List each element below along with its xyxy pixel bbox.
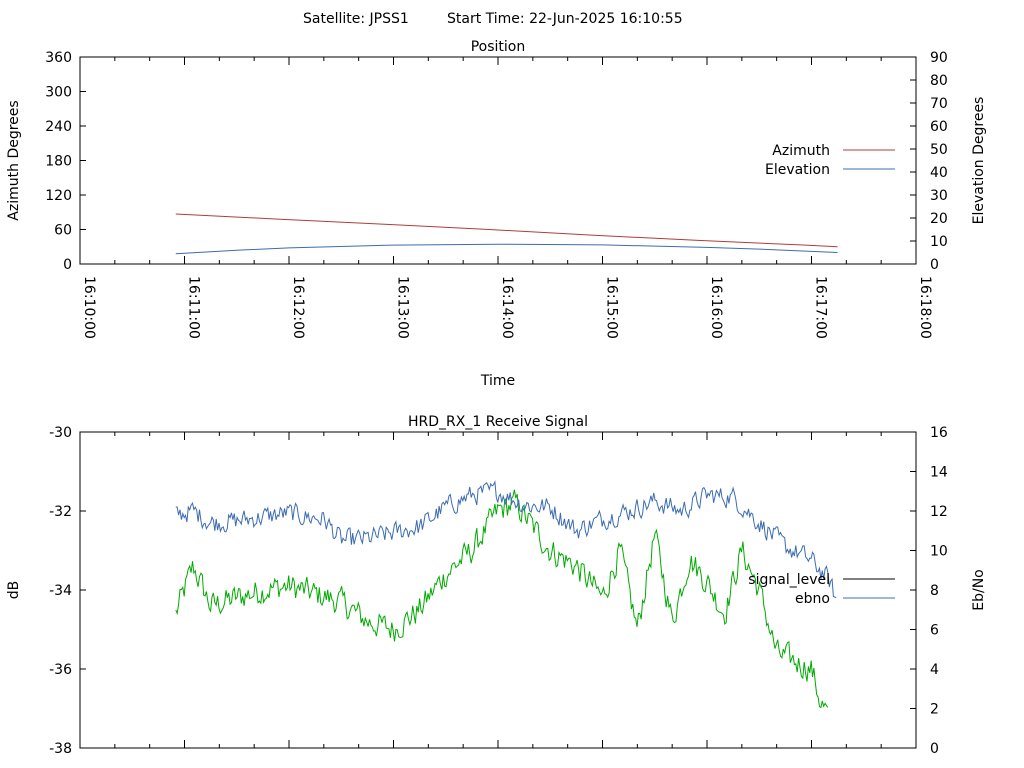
y2-tick-label: 80 bbox=[930, 73, 948, 89]
y-tick-label: 120 bbox=[45, 188, 72, 204]
x-axis-label: Time bbox=[480, 373, 515, 389]
y2-tick-label: 40 bbox=[930, 165, 948, 181]
series-line-signal-level bbox=[175, 489, 829, 709]
chart-title: HRD_RX_1 Receive Signal bbox=[408, 414, 588, 430]
y2-tick-label: 16 bbox=[930, 425, 948, 441]
y2-tick-label: 4 bbox=[930, 662, 939, 678]
legend-label-elevation: Elevation bbox=[765, 162, 830, 178]
series-line-ebno bbox=[175, 480, 837, 599]
receive-signal-chart: HRD_RX_1 Receive Signal -38 -36 -34 -32 -30 0 2… bbox=[6, 414, 987, 757]
y-tick-label: 360 bbox=[45, 50, 72, 66]
y-axis-label: dB bbox=[6, 581, 22, 600]
y2-tick-label: 12 bbox=[930, 504, 948, 520]
y-tick-label: 60 bbox=[54, 223, 72, 239]
plot-frame bbox=[79, 431, 917, 749]
x-tick-label: 16:11:00 bbox=[186, 276, 202, 339]
y2-tick-label: 50 bbox=[930, 142, 948, 158]
x-tick-label: 16:17:00 bbox=[813, 276, 829, 339]
x-tick-label: 16:10:00 bbox=[81, 276, 97, 339]
y-tick-label: 0 bbox=[63, 257, 72, 273]
x-tick-label: 16:14:00 bbox=[499, 276, 515, 339]
y2-tick-label: 10 bbox=[930, 234, 948, 250]
y2-tick-label: 30 bbox=[930, 188, 948, 204]
legend-label-azimuth: Azimuth bbox=[772, 143, 830, 159]
x-tick-label: 16:15:00 bbox=[604, 276, 620, 339]
y2-tick-label: 60 bbox=[930, 119, 948, 135]
x-tick-label: 16:18:00 bbox=[917, 276, 933, 339]
page-header: Satellite: JPSS1 Start Time: 22-Jun-2025… bbox=[303, 11, 683, 27]
y2-tick-label: 90 bbox=[930, 50, 948, 66]
y-tick-label: 300 bbox=[45, 85, 72, 101]
y2-tick-label: 14 bbox=[930, 465, 948, 481]
series-line-elevation bbox=[175, 243, 838, 255]
y2-tick-label: 0 bbox=[930, 257, 939, 273]
x-tick-label: 16:16:00 bbox=[708, 276, 724, 339]
y2-tick-label: 20 bbox=[930, 211, 948, 227]
y2-axis-label: Elevation Degrees bbox=[971, 97, 987, 225]
y-tick-label: -32 bbox=[49, 504, 72, 520]
legend-label-signal-level: signal_level bbox=[748, 572, 830, 588]
y2-tick-label: 0 bbox=[930, 741, 939, 757]
legend-label-ebno: ebno bbox=[795, 591, 830, 607]
y2-tick-label: 70 bbox=[930, 96, 948, 112]
y-axis-label: Azimuth Degrees bbox=[6, 100, 22, 220]
start-time-label: Start Time: 22-Jun-2025 16:10:55 bbox=[447, 11, 683, 27]
y-tick-label: -36 bbox=[49, 662, 72, 678]
y-tick-label: -34 bbox=[49, 583, 72, 599]
y2-tick-label: 2 bbox=[930, 702, 939, 718]
y-tick-label: -30 bbox=[49, 425, 72, 441]
x-tick-label: 16:12:00 bbox=[290, 276, 306, 339]
y2-axis-label: Eb/No bbox=[971, 569, 987, 611]
series-line-azimuth bbox=[175, 213, 838, 248]
y-tick-label: 240 bbox=[45, 119, 72, 135]
chart-title: Position bbox=[471, 39, 526, 55]
y2-tick-label: 10 bbox=[930, 544, 948, 560]
y-tick-label: -38 bbox=[49, 741, 72, 757]
plot-frame bbox=[79, 56, 917, 265]
position-chart: Position 16:10:00 16:11:00 16:12:00 16:13:00… bbox=[6, 39, 987, 389]
y-tick-label: 180 bbox=[45, 154, 72, 170]
satellite-label: Satellite: JPSS1 bbox=[303, 11, 409, 27]
x-tick-label: 16:13:00 bbox=[395, 276, 411, 339]
y2-tick-label: 8 bbox=[930, 583, 939, 599]
y2-tick-label: 6 bbox=[930, 623, 939, 639]
